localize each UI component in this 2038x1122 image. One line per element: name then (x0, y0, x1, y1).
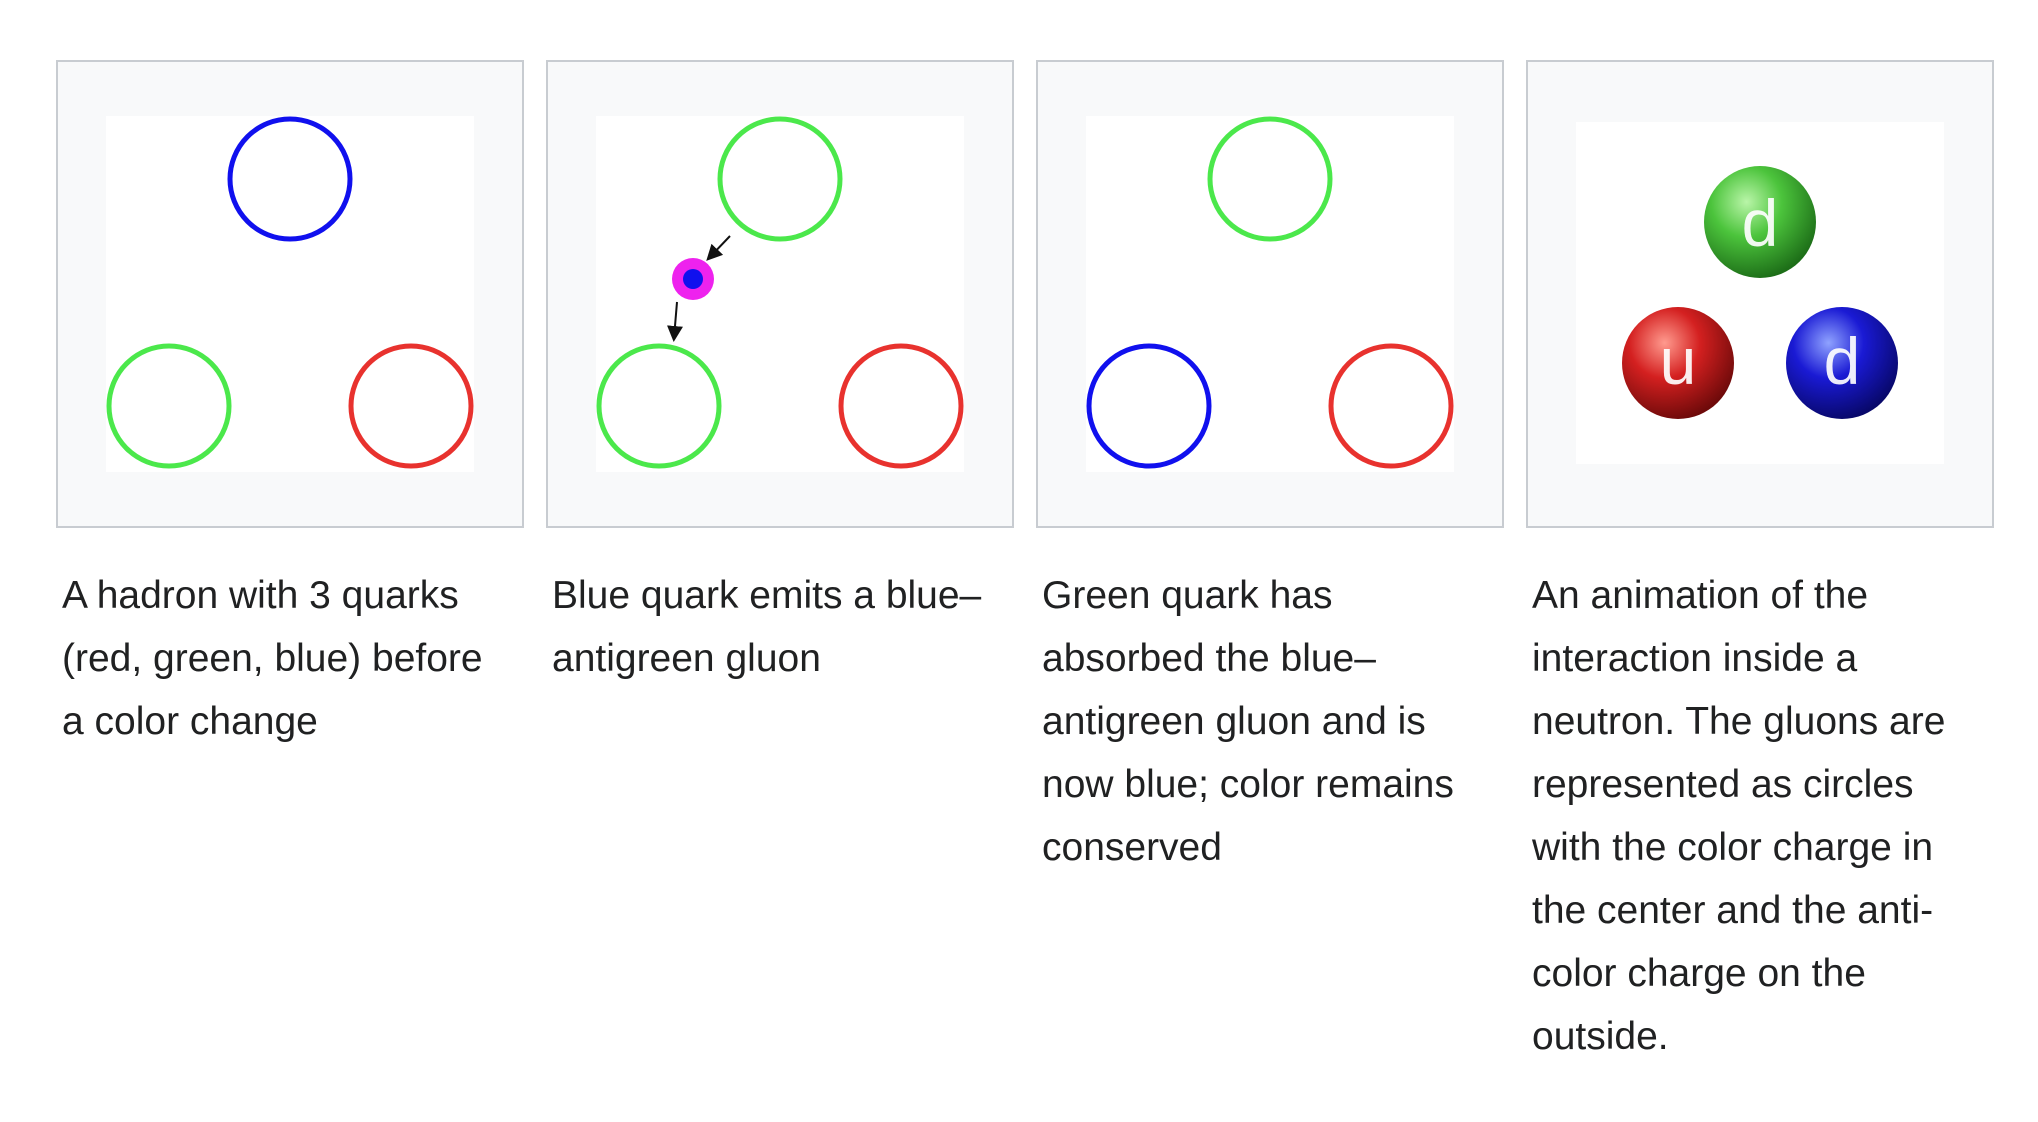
quark-letter: d (1742, 186, 1779, 260)
quark-circle-green (1207, 116, 1333, 242)
caption: Green quark has absorbed the blue–antigr… (1042, 574, 1454, 869)
thumbnail-frame[interactable] (546, 60, 1014, 528)
hadron-quarks-diagram (106, 116, 474, 469)
caption: An animation of the interaction inside a… (1532, 574, 1946, 1058)
quark-circle-red (348, 343, 474, 469)
neutron-animation-image[interactable]: d u d (1576, 122, 1944, 464)
thumbnail-frame[interactable] (56, 60, 524, 528)
gluon-emission-image[interactable] (596, 116, 964, 472)
quark-circle-red (838, 343, 964, 469)
caption: Blue quark emits a blue–antigreen gluon (552, 574, 982, 680)
arrow-absorption (667, 301, 683, 342)
arrow-emission (706, 235, 731, 261)
quark-ball-red: u (1622, 307, 1734, 419)
quark-circle-green (106, 343, 232, 469)
gluon-absorption-diagram (1086, 116, 1454, 469)
quark-circle-red (1328, 343, 1454, 469)
image-gallery: A hadron with 3 quarks (red, green, blue… (56, 60, 1996, 1080)
quark-circle-blue (227, 116, 353, 242)
quark-circle-green (596, 343, 722, 469)
quark-ball-green: d (1704, 166, 1816, 278)
quark-ball-blue: d (1786, 307, 1898, 419)
quark-circle-green-top (717, 116, 843, 242)
gluon-emission-diagram (596, 116, 964, 469)
quark-letter: d (1824, 324, 1861, 398)
gluon-absorption-image[interactable] (1086, 116, 1454, 472)
thumbnail-frame[interactable]: d u d (1526, 60, 1994, 528)
quark-letter: u (1660, 324, 1697, 398)
thumbnail-frame[interactable] (1036, 60, 1504, 528)
neutron-quarks-diagram: d u d (1622, 166, 1898, 419)
quark-circle-blue (1086, 343, 1212, 469)
gluon-core (683, 269, 703, 289)
hadron-quarks-image[interactable] (106, 116, 474, 472)
caption: A hadron with 3 quarks (red, green, blue… (62, 574, 483, 743)
